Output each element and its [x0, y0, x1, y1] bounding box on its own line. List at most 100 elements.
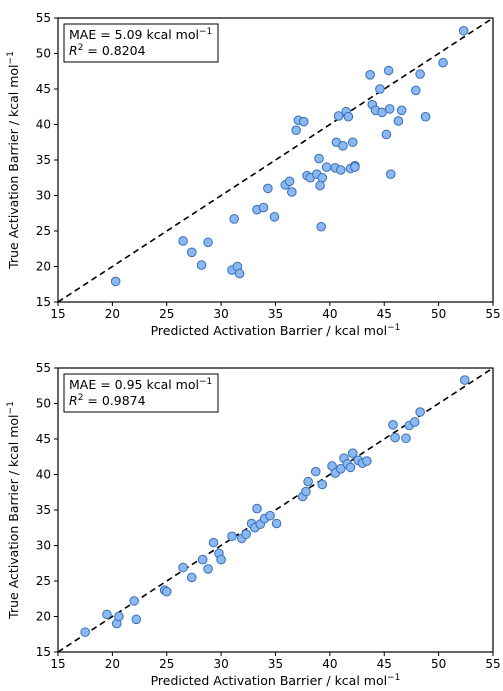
x-tick-label: 50: [431, 307, 446, 321]
y-tick-label: 25: [36, 574, 51, 588]
x-tick-label: 25: [159, 657, 174, 671]
y-tick-label: 40: [36, 468, 51, 482]
stats-box: [63, 373, 219, 413]
data-point: [315, 180, 325, 191]
stats-box: [63, 23, 219, 63]
data-point: [335, 165, 346, 175]
data-point: [265, 510, 275, 521]
data-point: [131, 614, 142, 625]
r2-value: = 0.8204: [83, 43, 145, 58]
data-point: [241, 529, 251, 539]
x-tick-label: 20: [105, 657, 120, 671]
data-point: [396, 105, 407, 116]
y-tick-label: 45: [36, 82, 51, 96]
data-point: [333, 111, 344, 121]
data-point: [196, 260, 207, 270]
x-tick-label: 30: [213, 307, 228, 321]
data-point: [301, 486, 311, 497]
data-point: [252, 503, 262, 514]
y-tick-label: 55: [36, 11, 51, 25]
r2-sup: 2: [78, 43, 84, 53]
data-point: [291, 125, 301, 135]
data-point: [114, 611, 124, 622]
data-point: [385, 169, 396, 179]
y-axis-label-text: True Activation Barrier / kcal mol: [6, 64, 21, 269]
data-point: [269, 212, 280, 222]
data-point: [317, 172, 328, 183]
data-point: [263, 183, 273, 194]
mae-text-sup: −1: [199, 377, 212, 387]
x-tick-label: 15: [50, 307, 65, 321]
x-tick-label: 55: [485, 307, 500, 321]
parity-line: [57, 17, 494, 303]
data-point: [258, 202, 269, 213]
x-tick-label: 35: [268, 307, 283, 321]
data-point: [303, 476, 313, 487]
x-tick-label: 30: [213, 657, 228, 671]
data-point: [80, 627, 90, 637]
x-tick-label: 55: [485, 657, 500, 671]
y-tick-label: 50: [36, 47, 51, 61]
data-point: [110, 276, 121, 287]
r2-sup: 2: [78, 393, 84, 403]
x-axis-label-text: Predicted Activation Barrier / kcal mol: [151, 673, 387, 688]
data-point: [347, 448, 358, 459]
data-point: [438, 57, 448, 68]
x-tick-label: 45: [377, 307, 392, 321]
y-axis-label-sup: −1: [6, 51, 16, 64]
data-point: [384, 104, 395, 114]
y-axis-label: True Activation Barrier / kcal mol−1: [6, 401, 21, 620]
y-tick-label: 45: [36, 432, 51, 446]
mae-text: MAE = 5.09 kcal mol−1: [69, 27, 212, 42]
data-point: [458, 25, 469, 36]
data-point: [415, 69, 425, 79]
bottom-panel: 15 20 25 30 35 40 45 50 55 15 20 25 30 35 40 45 50 55 Pred…: [6, 361, 501, 688]
x-axis-label-sup: −1: [387, 673, 400, 683]
mae-text-sup: −1: [199, 27, 212, 37]
data-point: [186, 247, 197, 258]
x-tick-label: 50: [431, 657, 446, 671]
data-point: [203, 237, 213, 248]
y-tick-label: 25: [36, 224, 51, 238]
data-point: [197, 554, 208, 565]
y-tick-label: 50: [36, 397, 51, 411]
data-point: [314, 153, 324, 164]
mae-text: MAE = 0.95 kcal mol−1: [69, 377, 212, 392]
x-tick-label: 45: [377, 657, 392, 671]
data-point: [216, 554, 226, 565]
data-point: [178, 236, 188, 246]
y-tick-label: 20: [36, 610, 51, 624]
y-tick-label: 40: [36, 118, 51, 132]
data-point: [383, 65, 394, 76]
data-point: [390, 432, 400, 443]
r2-text: R2 = 0.9874: [69, 393, 146, 408]
y-tick-label: 20: [36, 260, 51, 274]
data-point: [345, 462, 356, 473]
data-point: [350, 162, 360, 172]
data-point: [420, 111, 431, 122]
x-axis-label-text: Predicted Activation Barrier / kcal mol: [151, 323, 387, 338]
x-tick-label: 15: [50, 657, 65, 671]
r2-symbol: R: [69, 43, 78, 58]
data-point: [365, 70, 375, 80]
y-tick-label: 35: [36, 153, 51, 167]
y-axis-label: True Activation Barrier / kcal mol−1: [6, 51, 21, 270]
r2-symbol: R: [69, 393, 78, 408]
top-panel: 15 20 25 30 35 40 45 50 55 15 20 25 30 35 40 45 50 55 Pred…: [6, 11, 501, 338]
data-point: [271, 518, 282, 529]
data-point: [381, 129, 392, 140]
data-point: [338, 141, 348, 151]
r2-value: = 0.9874: [83, 393, 145, 408]
data-point: [129, 596, 139, 606]
data-point: [316, 221, 326, 232]
x-axis-label: Predicted Activation Barrier / kcal mol−…: [151, 323, 401, 338]
x-tick-label: 25: [159, 307, 174, 321]
data-point: [161, 586, 172, 597]
x-tick-label: 35: [268, 657, 283, 671]
data-point: [362, 456, 372, 466]
data-point: [298, 116, 309, 127]
data-point: [317, 479, 328, 490]
y-tick-label: 15: [36, 645, 51, 659]
data-point: [178, 562, 188, 573]
y-axis-label-text: True Activation Barrier / kcal mol: [6, 414, 21, 619]
